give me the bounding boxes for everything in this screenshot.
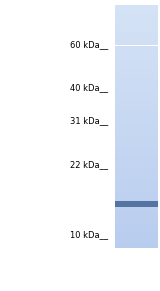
Bar xyxy=(115,17,158,21)
Bar xyxy=(115,110,158,114)
Bar xyxy=(115,13,158,17)
Bar xyxy=(115,29,158,33)
Bar xyxy=(115,191,158,195)
Bar xyxy=(115,163,158,167)
Bar xyxy=(115,25,158,29)
Bar xyxy=(115,49,158,54)
Bar xyxy=(115,171,158,175)
Bar xyxy=(115,244,158,248)
Bar xyxy=(115,139,158,143)
Bar xyxy=(115,187,158,191)
Bar xyxy=(115,167,158,171)
Bar xyxy=(115,114,158,118)
Bar xyxy=(115,41,158,45)
Bar xyxy=(115,82,158,86)
Bar xyxy=(115,102,158,106)
Bar xyxy=(115,216,158,220)
Bar xyxy=(115,135,158,139)
Bar xyxy=(115,143,158,147)
Bar xyxy=(115,94,158,98)
Bar xyxy=(115,58,158,62)
Bar xyxy=(115,240,158,244)
Bar xyxy=(115,86,158,90)
Bar xyxy=(115,90,158,94)
Text: 10 kDa__: 10 kDa__ xyxy=(70,230,108,239)
Bar xyxy=(115,159,158,163)
Bar xyxy=(115,212,158,216)
Bar xyxy=(115,123,158,127)
Text: 60 kDa__: 60 kDa__ xyxy=(70,40,108,49)
Bar xyxy=(115,78,158,82)
Text: 40 kDa__: 40 kDa__ xyxy=(70,84,108,93)
Bar xyxy=(115,147,158,151)
Bar xyxy=(115,220,158,224)
Bar xyxy=(115,74,158,78)
Bar xyxy=(115,21,158,25)
Bar xyxy=(115,232,158,236)
Bar xyxy=(115,127,158,131)
Bar xyxy=(115,236,158,240)
Bar xyxy=(115,224,158,228)
Bar xyxy=(115,201,158,207)
Bar xyxy=(115,5,158,9)
Bar xyxy=(115,183,158,187)
Text: 22 kDa__: 22 kDa__ xyxy=(70,161,108,169)
Bar xyxy=(115,155,158,159)
Text: 31 kDa__: 31 kDa__ xyxy=(70,116,108,125)
Bar xyxy=(115,38,158,41)
Bar xyxy=(115,54,158,58)
Bar xyxy=(115,131,158,135)
Bar xyxy=(115,199,158,203)
Bar xyxy=(115,195,158,199)
Bar xyxy=(115,98,158,102)
Bar xyxy=(115,179,158,183)
Bar xyxy=(115,175,158,179)
Bar xyxy=(115,228,158,232)
Bar xyxy=(115,203,158,207)
Bar xyxy=(115,70,158,74)
Bar xyxy=(115,9,158,13)
Bar xyxy=(115,118,158,123)
Bar xyxy=(115,62,158,66)
Bar xyxy=(115,66,158,70)
Bar xyxy=(115,45,158,49)
Bar xyxy=(115,151,158,155)
Bar xyxy=(115,33,158,38)
Bar xyxy=(115,207,158,212)
Bar xyxy=(115,106,158,110)
